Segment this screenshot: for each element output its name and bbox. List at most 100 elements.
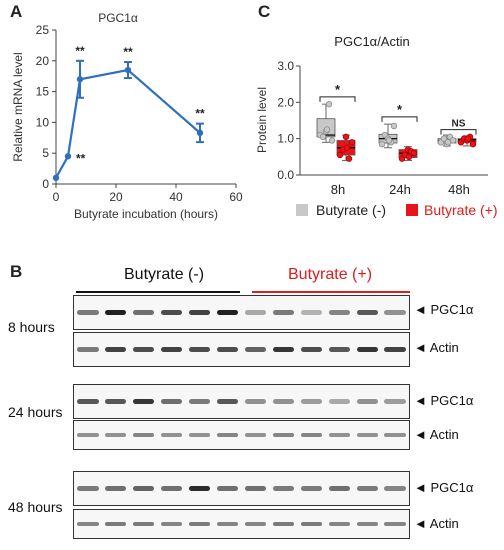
significance-bracket: [319, 96, 356, 102]
data-point: [390, 122, 398, 130]
blot-band: [384, 433, 406, 437]
data-point: [440, 135, 448, 142]
data-point: [343, 144, 351, 151]
blot-band: [244, 347, 267, 352]
blot-actin-8h: [73, 332, 410, 367]
y-tick-label: 20: [36, 54, 50, 68]
blot-band: [384, 486, 406, 491]
data-point: [319, 133, 327, 141]
data-point: [52, 174, 60, 182]
blot-band: [77, 310, 99, 315]
blot-band: [133, 399, 155, 404]
blot-group-pos-underline: [252, 291, 410, 293]
blot-band: [272, 486, 294, 491]
blot-band: [244, 486, 267, 491]
blot-band: [161, 522, 183, 526]
blot-band: [161, 433, 183, 437]
blot-band: [244, 310, 267, 315]
data-point: [342, 133, 350, 141]
blot-band: [244, 433, 267, 437]
blot-band: [356, 486, 378, 491]
y-tick-label: 1.0: [277, 132, 294, 146]
panel-letter-a: A: [10, 2, 23, 21]
blot-band: [161, 399, 183, 404]
x-tick-label: 20: [109, 190, 123, 204]
blot-band: [133, 347, 155, 352]
blot-band: [272, 433, 294, 437]
data-point: [444, 139, 452, 146]
category-label: 8h: [331, 182, 345, 197]
blot-band: [300, 399, 322, 404]
data-point: [76, 76, 84, 83]
blot-band: [300, 347, 322, 352]
blot-band: [272, 310, 294, 315]
significance-label: **: [76, 151, 86, 165]
blot-label-pgc1a-48h: ◄ PGC1α: [414, 480, 474, 495]
blot-band: [189, 347, 211, 352]
blot-band: [328, 433, 350, 437]
blot-band: [189, 399, 211, 404]
time-label-24h: 24 hours: [8, 404, 63, 420]
category-label: 48h: [448, 182, 470, 197]
y-tick-label: 15: [36, 85, 50, 99]
data-point: [378, 140, 386, 148]
blot-band: [356, 522, 378, 526]
blot-band: [161, 310, 183, 315]
blot-band: [300, 486, 322, 491]
blot-band: [133, 522, 155, 526]
blot-band: [105, 486, 127, 491]
data-point: [469, 140, 477, 148]
blot-band: [328, 486, 350, 491]
blot-group-neg-label: Butyrate (-): [124, 266, 205, 283]
blot-band: [105, 522, 127, 526]
chart-a-x-label: Butyrate incubation (hours): [74, 207, 218, 221]
blot-band: [328, 399, 350, 404]
y-tick-label: 0: [42, 177, 49, 191]
blot-band: [216, 433, 239, 437]
data-point: [464, 135, 472, 142]
blot-band: [189, 522, 211, 526]
legend-swatch-neg: [296, 204, 308, 216]
y-tick-label: 5: [42, 146, 49, 160]
blot-label-pgc1a-8h: ◄ PGC1α: [414, 302, 474, 317]
blot-band: [328, 347, 350, 352]
significance-bracket: [381, 116, 418, 122]
panel-letter-b: B: [10, 262, 23, 281]
blot-band: [384, 347, 406, 352]
blot-band: [272, 347, 294, 352]
time-label-8h: 8 hours: [8, 319, 55, 335]
significance-label: *: [397, 102, 403, 117]
blot-band: [328, 522, 350, 526]
blot-band: [272, 399, 294, 404]
x-tick-label: 0: [53, 190, 60, 204]
blot-band: [328, 310, 350, 315]
blot-band: [105, 310, 127, 315]
significance-label: *: [335, 82, 341, 97]
blot-actin-24h: [73, 420, 410, 450]
blot-label-actin-8h: ◄ Actin: [414, 340, 459, 355]
blot-band: [216, 522, 239, 526]
y-tick-label: 25: [36, 23, 50, 37]
blot-band: [105, 399, 127, 404]
blot-band: [272, 522, 294, 526]
category-label: 24h: [389, 182, 411, 197]
chart-c-y-label: Protein level: [255, 87, 269, 153]
blot-band: [356, 347, 378, 352]
blot-band: [384, 399, 406, 404]
blot-band: [356, 399, 378, 404]
blot-band: [161, 347, 183, 352]
data-point: [336, 151, 344, 159]
data-point: [64, 153, 72, 160]
y-tick-label: 10: [36, 115, 50, 129]
blot-band: [77, 347, 99, 352]
blot-band: [216, 486, 239, 491]
data-point: [410, 149, 418, 157]
blot-band: [189, 433, 211, 437]
blot-band: [133, 310, 155, 315]
data-point: [124, 66, 132, 74]
blot-pgc1a-24h: [73, 384, 410, 419]
significance-label: **: [195, 107, 205, 121]
legend-label-pos: Butyrate (+): [424, 202, 498, 218]
blot-band: [189, 310, 211, 315]
blot-label-actin-48h: ◄ Actin: [414, 516, 459, 531]
